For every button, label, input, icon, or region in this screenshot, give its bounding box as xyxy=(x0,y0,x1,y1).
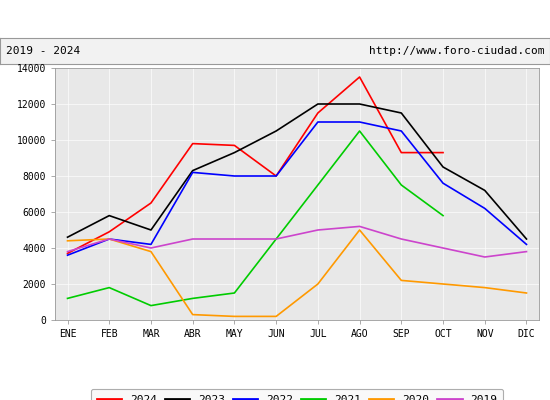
2021 xyxy=(315,182,321,187)
2022 xyxy=(106,236,113,241)
2020 xyxy=(523,290,530,295)
2021 xyxy=(106,285,113,290)
2024 xyxy=(273,174,279,178)
2023 xyxy=(356,102,363,106)
2022 xyxy=(315,120,321,124)
2019 xyxy=(398,236,405,241)
2019 xyxy=(523,249,530,254)
2024 xyxy=(440,150,447,155)
2020 xyxy=(481,285,488,290)
2024 xyxy=(147,201,154,206)
Legend: 2024, 2023, 2022, 2021, 2020, 2019: 2024, 2023, 2022, 2021, 2020, 2019 xyxy=(91,389,503,400)
2021 xyxy=(147,303,154,308)
2024 xyxy=(231,143,238,148)
2020 xyxy=(315,282,321,286)
2019 xyxy=(481,255,488,260)
2023 xyxy=(440,164,447,169)
2023 xyxy=(398,110,405,115)
2021 xyxy=(440,213,447,218)
2023 xyxy=(231,150,238,155)
2019 xyxy=(64,249,71,254)
2023 xyxy=(273,129,279,134)
2020 xyxy=(440,282,447,286)
2022 xyxy=(523,242,530,247)
2024 xyxy=(64,251,71,256)
2020 xyxy=(147,249,154,254)
2022 xyxy=(440,181,447,186)
2022 xyxy=(356,120,363,124)
Text: http://www.foro-ciudad.com: http://www.foro-ciudad.com xyxy=(369,46,544,56)
2022 xyxy=(398,129,405,134)
Line: 2024: 2024 xyxy=(68,77,443,254)
2022 xyxy=(273,174,279,178)
Text: Evolucion Nº Turistas Extranjeros en el municipio de Benahavis: Evolucion Nº Turistas Extranjeros en el … xyxy=(27,12,523,26)
Line: 2020: 2020 xyxy=(68,230,526,316)
Line: 2021: 2021 xyxy=(68,131,443,306)
Text: 2019 - 2024: 2019 - 2024 xyxy=(6,46,80,56)
2024 xyxy=(398,150,405,155)
2021 xyxy=(273,236,279,241)
Line: 2019: 2019 xyxy=(68,226,526,257)
2020 xyxy=(64,238,71,243)
2022 xyxy=(64,253,71,258)
2019 xyxy=(106,236,113,241)
2019 xyxy=(356,224,363,229)
2021 xyxy=(231,290,238,295)
2019 xyxy=(315,228,321,232)
2023 xyxy=(523,236,530,241)
2021 xyxy=(64,296,71,301)
2023 xyxy=(189,168,196,173)
2022 xyxy=(481,206,488,211)
2023 xyxy=(481,188,488,193)
2019 xyxy=(273,236,279,241)
2019 xyxy=(147,246,154,250)
2021 xyxy=(189,296,196,301)
2022 xyxy=(189,170,196,175)
2020 xyxy=(356,228,363,232)
2020 xyxy=(273,314,279,319)
2023 xyxy=(64,235,71,240)
2019 xyxy=(231,236,238,241)
Line: 2023: 2023 xyxy=(68,104,526,239)
2024 xyxy=(315,110,321,115)
2023 xyxy=(106,213,113,218)
2020 xyxy=(231,314,238,319)
2020 xyxy=(189,312,196,317)
2023 xyxy=(315,102,321,106)
2020 xyxy=(398,278,405,283)
2024 xyxy=(356,74,363,79)
2023 xyxy=(147,228,154,232)
2019 xyxy=(189,236,196,241)
2024 xyxy=(189,141,196,146)
2024 xyxy=(106,229,113,234)
2021 xyxy=(398,182,405,187)
2022 xyxy=(147,242,154,247)
Line: 2022: 2022 xyxy=(68,122,526,255)
2021 xyxy=(356,129,363,134)
2022 xyxy=(231,174,238,178)
2019 xyxy=(440,246,447,250)
2020 xyxy=(106,236,113,241)
